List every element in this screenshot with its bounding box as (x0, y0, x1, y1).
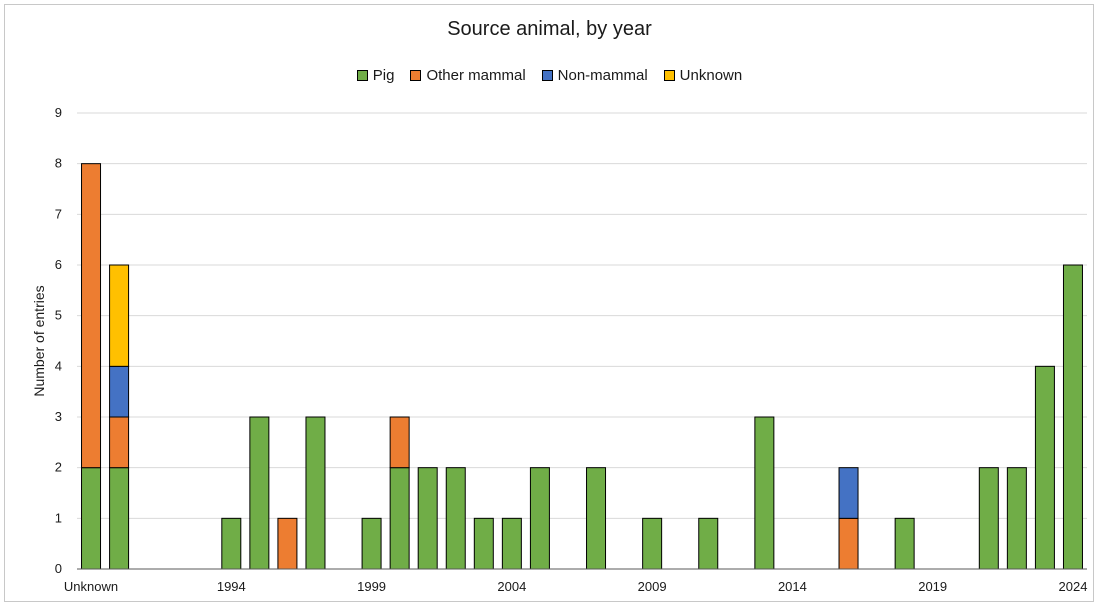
y-tick-label: 5 (55, 308, 62, 323)
legend: Pig Other mammal Non-mammal Unknown (0, 67, 1099, 84)
legend-swatch (541, 70, 553, 81)
legend-label: Unknown (679, 67, 743, 84)
x-tick-label: 2019 (918, 579, 947, 594)
y-tick-label: 0 (55, 561, 62, 576)
legend-label: Non-mammal (557, 67, 648, 84)
bar-pig (417, 467, 438, 570)
bar-other-mammal (838, 517, 859, 570)
bar-pig (249, 416, 270, 570)
x-tick-label: 2009 (638, 579, 667, 594)
y-tick-label: 9 (55, 105, 62, 120)
legend-swatch (410, 70, 422, 81)
y-axis-title: Number of entries (31, 285, 47, 396)
y-tick-label: 6 (55, 257, 62, 272)
bar-pig (445, 467, 466, 570)
bar-pig (501, 517, 522, 570)
bar-pig (305, 416, 326, 570)
legend-item-non-mammal: Non-mammal (541, 67, 648, 84)
y-tick-label: 2 (55, 460, 62, 475)
legend-label: Other mammal (426, 67, 526, 84)
y-tick-label: 7 (55, 206, 62, 221)
bar-pig (81, 467, 102, 570)
x-tick-label: 1994 (217, 579, 246, 594)
bar-pig (361, 517, 382, 570)
bar-pig (754, 416, 775, 570)
x-tick-label: 1999 (357, 579, 386, 594)
x-tick-label: 2004 (497, 579, 526, 594)
bar-pig (698, 517, 719, 570)
bar-pig (473, 517, 494, 570)
y-tick-label: 1 (55, 510, 62, 525)
bar-pig (978, 467, 999, 570)
y-tick-label: 8 (55, 156, 62, 171)
bar-other-mammal (109, 416, 130, 469)
bar-pig (389, 467, 410, 570)
x-tick-label: Unknown (64, 579, 118, 594)
bar-pig (1062, 264, 1083, 570)
bar-other-mammal (389, 416, 410, 469)
legend-item-unknown: Unknown (663, 67, 743, 84)
bar-pig (221, 517, 242, 570)
legend-swatch (663, 70, 675, 81)
bar-non-mammal (838, 467, 859, 519)
bar-pig (894, 517, 915, 570)
legend-item-pig: Pig (356, 67, 395, 84)
y-tick-label: 4 (55, 358, 62, 373)
legend-item-other-mammal: Other mammal (410, 67, 526, 84)
legend-label: Pig (372, 67, 395, 84)
bar-other-mammal (277, 517, 298, 570)
x-tick-label: 2024 (1059, 579, 1088, 594)
bar-pig (1034, 365, 1055, 570)
legend-swatch (356, 70, 368, 81)
bar-pig (586, 467, 607, 570)
bar-pig (642, 517, 663, 570)
bar-unknown (109, 264, 130, 367)
x-tick-label: 2014 (778, 579, 807, 594)
bar-pig (1006, 467, 1027, 570)
chart-title: Source animal, by year (447, 18, 652, 40)
bar-pig (109, 467, 130, 570)
bar-non-mammal (109, 365, 130, 418)
bar-pig (529, 467, 550, 570)
y-tick-label: 3 (55, 409, 62, 424)
bar-other-mammal (81, 163, 102, 469)
